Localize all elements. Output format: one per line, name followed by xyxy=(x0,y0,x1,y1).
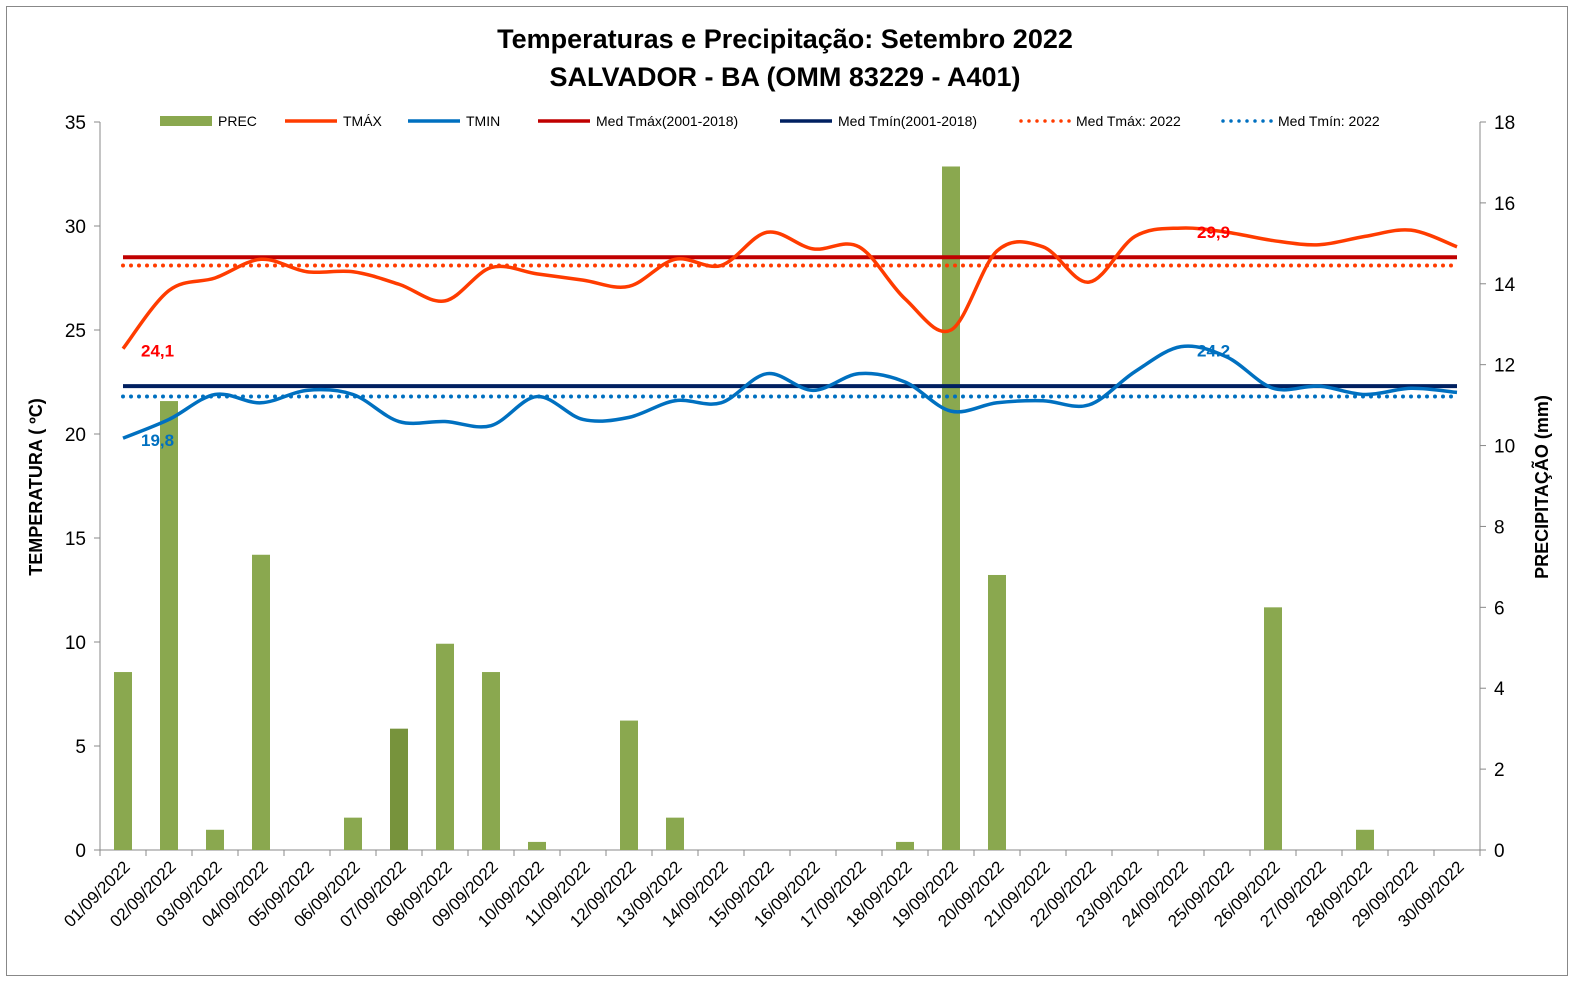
y-axis-label: TEMPERATURA ( ºC) xyxy=(26,398,46,576)
legend-label: TMIN xyxy=(466,113,500,129)
y-tick-label: 25 xyxy=(65,321,86,342)
y-tick-label: 0 xyxy=(75,841,86,862)
y-tick-label: 20 xyxy=(65,425,86,446)
prec-bar xyxy=(666,817,684,850)
legend-label: TMÁX xyxy=(343,113,383,129)
prec-bar xyxy=(114,672,132,850)
y2-tick-label: 16 xyxy=(1494,194,1515,215)
y2-tick-label: 6 xyxy=(1494,598,1505,619)
prec-bar xyxy=(942,166,960,850)
y-tick-label: 35 xyxy=(65,113,86,134)
prec-bar xyxy=(206,829,224,850)
chart-subtitle: SALVADOR - BA (OMM 83229 - A401) xyxy=(549,62,1020,92)
y2-tick-label: 18 xyxy=(1494,113,1515,134)
y2-tick-label: 10 xyxy=(1494,437,1515,458)
prec-bar xyxy=(1264,607,1282,850)
y2-tick-label: 8 xyxy=(1494,517,1505,538)
legend-label: Med Tmáx(2001-2018) xyxy=(596,113,738,129)
prec-bar xyxy=(896,841,914,850)
y-tick-label: 30 xyxy=(65,217,86,238)
y2-tick-label: 12 xyxy=(1494,356,1515,377)
data-label: 19,8 xyxy=(141,431,174,450)
y2-axis-label: PRECIPITAÇÃO (mm) xyxy=(1531,395,1552,579)
prec-bar xyxy=(252,554,270,850)
data-label: 24.2 xyxy=(1197,342,1230,361)
tmax-line xyxy=(121,226,1458,350)
chart-title: Temperaturas e Precipitação: Setembro 20… xyxy=(497,24,1073,54)
legend-label: PREC xyxy=(218,113,257,129)
prec-bar xyxy=(436,643,454,850)
legend-swatch xyxy=(160,116,212,126)
legend-label: Med Tmáx: 2022 xyxy=(1076,113,1181,129)
tmin-line xyxy=(122,344,1458,440)
prec-bar xyxy=(160,401,178,850)
y2-tick-label: 14 xyxy=(1494,275,1516,296)
legend-label: Med Tmín(2001-2018) xyxy=(838,113,977,129)
data-label: 24,1 xyxy=(141,342,174,361)
y-tick-label: 10 xyxy=(65,633,86,654)
y-tick-label: 5 xyxy=(75,737,86,758)
y2-tick-label: 0 xyxy=(1494,841,1505,862)
legend-label: Med Tmín: 2022 xyxy=(1278,113,1380,129)
prec-bar xyxy=(390,728,408,850)
prec-bar xyxy=(620,720,638,850)
y2-tick-label: 2 xyxy=(1494,760,1505,781)
prec-bar xyxy=(988,574,1006,850)
y2-tick-label: 4 xyxy=(1494,679,1505,700)
prec-bar xyxy=(482,672,500,850)
prec-bar xyxy=(1356,829,1374,850)
y-tick-label: 15 xyxy=(65,529,86,550)
data-label: 29,9 xyxy=(1197,223,1230,242)
prec-bar xyxy=(528,841,546,850)
prec-bar xyxy=(344,817,362,850)
